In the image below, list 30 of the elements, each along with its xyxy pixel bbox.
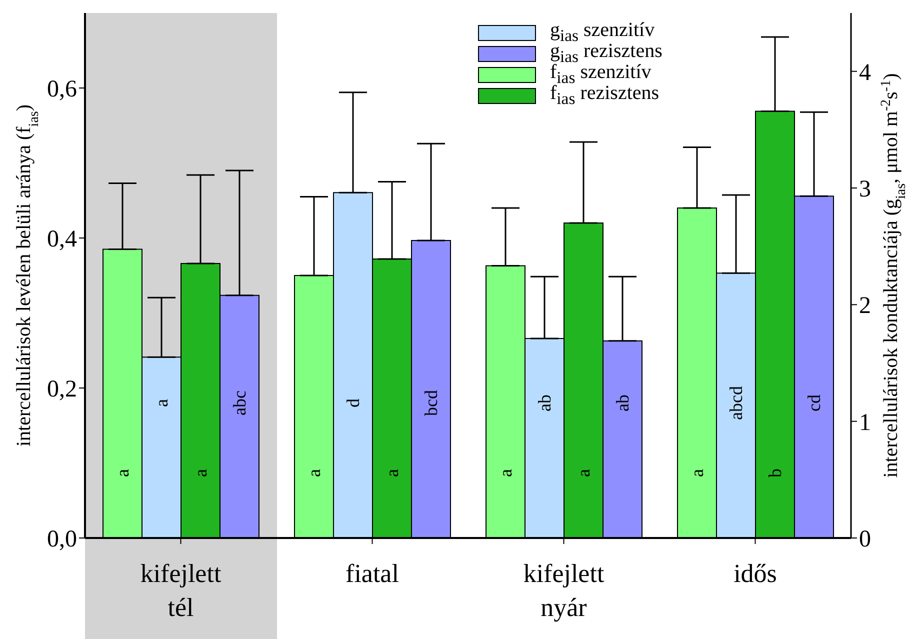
data-label: a	[382, 469, 402, 477]
data-label: a	[687, 469, 707, 477]
data-label: abcd	[726, 386, 746, 420]
x-tick-label: fiatal	[346, 559, 399, 588]
y-tick-label: 0,4	[47, 226, 77, 253]
data-label: abc	[230, 390, 250, 416]
data-label: a	[112, 469, 132, 477]
y2-tick-label: 2	[859, 293, 871, 320]
data-label: ab	[534, 394, 554, 412]
data-label: a	[190, 469, 210, 477]
data-label: a	[574, 469, 594, 477]
y2-tick-label: 1	[859, 410, 871, 436]
data-label: d	[343, 398, 363, 408]
data-label: a	[152, 399, 172, 407]
data-label: ab	[612, 394, 632, 412]
y2-tick-label: 4	[859, 60, 871, 86]
y2-tick-label: 0	[859, 526, 871, 553]
y-tick-label: 0,2	[47, 376, 77, 403]
x-tick-label: kifejlett nyár	[523, 559, 605, 622]
x-tick-label: kifejlett tél	[140, 559, 222, 622]
x-tick-label: idős	[734, 559, 777, 588]
data-label: a	[496, 469, 516, 477]
legend-label: g$_{ias}$ szenzitív	[550, 18, 655, 44]
data-label: a	[304, 469, 324, 477]
y-tick-label: 0,0	[47, 526, 77, 553]
y-tick-label: 0,6	[47, 76, 77, 103]
data-label: cd	[804, 394, 824, 412]
data-label: b	[765, 468, 785, 478]
data-label: bcd	[421, 390, 441, 416]
y2-tick-label: 3	[859, 176, 871, 203]
